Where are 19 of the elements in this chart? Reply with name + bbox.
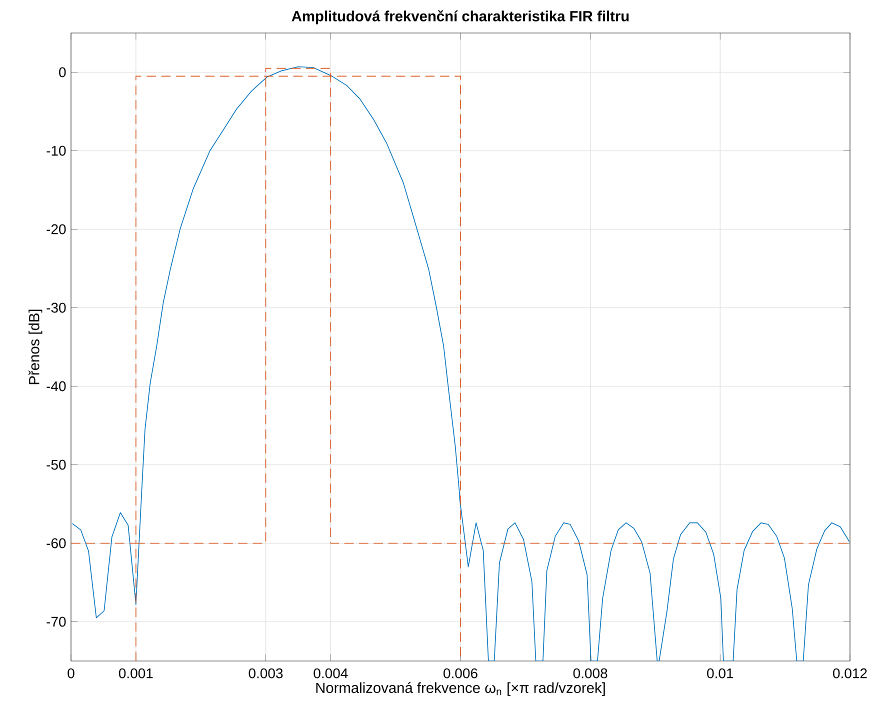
x-tick-label: 0 [68, 668, 74, 678]
x-tick-label: 0.003 [248, 668, 283, 678]
y-tick-label: -70 [46, 616, 66, 627]
y-tick-label: -30 [46, 302, 66, 313]
y-tick-label: -50 [46, 460, 66, 470]
y-tick-label: -20 [46, 224, 66, 234]
x-tick-label: 0.008 [573, 668, 608, 678]
y-tick-label: -40 [46, 381, 66, 392]
x-tick-label: 0.01 [707, 668, 734, 678]
y-axis-title: Přenos [dB] [28, 310, 42, 384]
x-axis-title: Normalizovaná frekvence ω$_{n}$ [×π rad/vzorek] [316, 682, 605, 696]
x-tick-label: 0.012 [833, 668, 867, 678]
y-tick-label: 0 [59, 67, 66, 78]
chart-title: Amplitudová frekvenční charakteristika FIR filtru [292, 10, 629, 24]
x-tick-label: 0.006 [444, 668, 478, 678]
y-tick-label: -60 [46, 538, 66, 548]
x-tick-label: 0.004 [314, 668, 348, 678]
x-tick-label: 0.001 [118, 668, 153, 678]
y-tick-label: -10 [46, 146, 66, 156]
